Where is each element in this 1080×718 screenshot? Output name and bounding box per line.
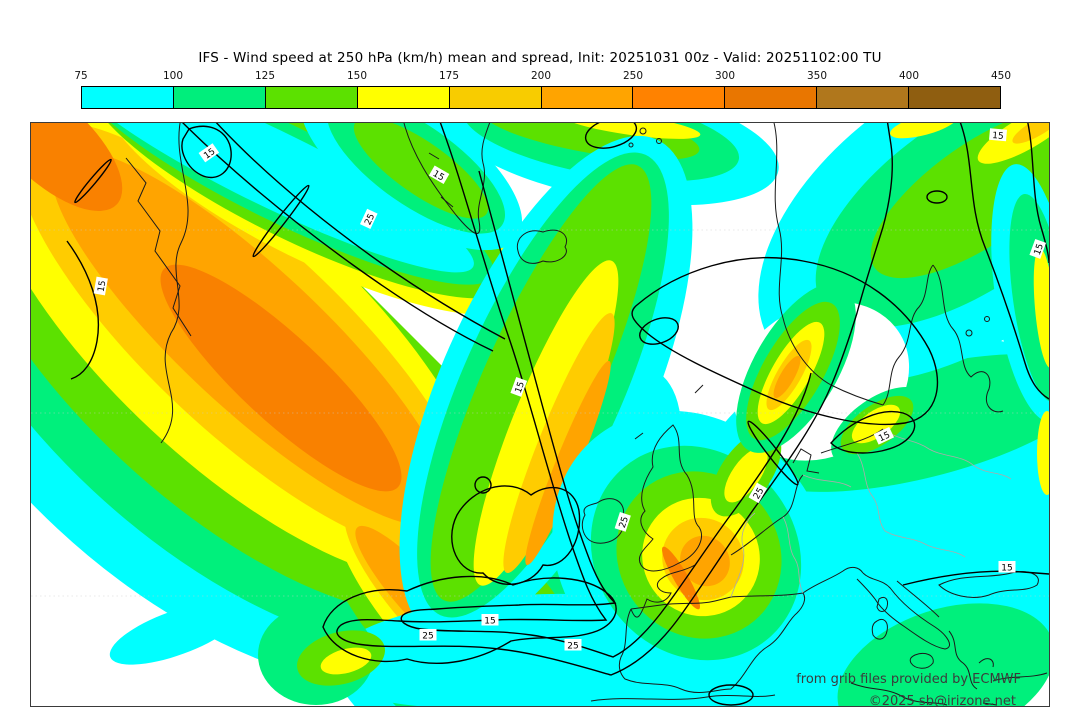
color-scale-tick: 150: [346, 70, 368, 82]
color-scale-segment-350-400: [817, 87, 910, 108]
contour-label-25: 25: [614, 512, 631, 532]
svg-text:25: 25: [752, 486, 766, 501]
svg-text:25: 25: [363, 212, 377, 227]
color-scale-tick: 100: [162, 70, 184, 82]
svg-text:15: 15: [1001, 564, 1012, 574]
color-scale-tick: 175: [438, 70, 460, 82]
svg-text:15: 15: [1033, 242, 1046, 256]
color-scale-segment-125-150: [265, 87, 358, 108]
color-scale-tick: 300: [714, 70, 736, 82]
color-scale-segment-75-100: [82, 87, 174, 108]
color-scale-tick: 200: [530, 70, 552, 82]
svg-text:15: 15: [97, 280, 109, 293]
spread-contours: [66, 123, 1049, 706]
color-scale-segment-300-350: [725, 87, 818, 108]
country-borders: [730, 428, 1012, 598]
color-scale-tick: 400: [898, 70, 920, 82]
watermark-ecmwf: from grib files provided by ECMWF: [796, 672, 1021, 687]
svg-text:25: 25: [618, 515, 631, 529]
svg-text:15: 15: [992, 131, 1004, 142]
wind-speed-field: [31, 123, 1049, 706]
color-scale-segment-175-200: [449, 87, 542, 108]
color-scale-segment-150-175: [357, 87, 450, 108]
color-scale-segment-100-125: [173, 87, 266, 108]
color-scale-bar: [81, 86, 1001, 109]
contour-label-15: 15: [428, 165, 450, 185]
color-scale: 75 100 125 150 175 200 250 300 350 400 450: [74, 70, 1011, 110]
coastlines: [125, 123, 1048, 706]
color-scale-tick: 250: [622, 70, 644, 82]
contour-label-15: 15: [1029, 238, 1047, 259]
svg-text:25: 25: [567, 642, 578, 652]
svg-text:15: 15: [877, 430, 892, 444]
svg-text:15: 15: [484, 617, 495, 627]
svg-text:15: 15: [431, 169, 446, 183]
watermark-copyright: ©2025 sb@irizone.net: [869, 694, 1016, 706]
contour-label-15: 15: [481, 614, 499, 627]
color-scale-segment-250-300: [633, 87, 726, 108]
color-scale-tick: 125: [254, 70, 276, 82]
map-area: 15 15 25 15 15 15 25 15 25 15 15 25 25 15 from grib f…: [30, 122, 1050, 707]
color-scale-segment-400-450: [909, 87, 1001, 108]
color-scale-tick: 450: [990, 70, 1012, 82]
contour-label-15: 15: [93, 276, 109, 296]
contour-label-15: 15: [989, 128, 1007, 142]
contour-label-25: 25: [748, 482, 768, 504]
contour-label-25: 25: [419, 629, 437, 642]
map-title: IFS - Wind speed at 250 hPa (km/h) mean …: [198, 50, 882, 66]
contour-label-15: 15: [998, 561, 1016, 574]
svg-text:15: 15: [514, 380, 527, 394]
contour-label-25: 25: [359, 208, 378, 230]
color-scale-ticks: 75 100 125 150 175 200 250 300 350 400 450: [74, 70, 1011, 84]
svg-text:25: 25: [422, 632, 433, 642]
color-scale-tick: 350: [806, 70, 828, 82]
contour-label-15: 15: [873, 426, 895, 445]
contour-label-15: 15: [510, 376, 528, 397]
color-scale-segment-200-250: [541, 87, 634, 108]
color-scale-tick: 75: [74, 70, 88, 82]
graticule: [31, 229, 1049, 597]
contour-label-25: 25: [564, 639, 582, 652]
